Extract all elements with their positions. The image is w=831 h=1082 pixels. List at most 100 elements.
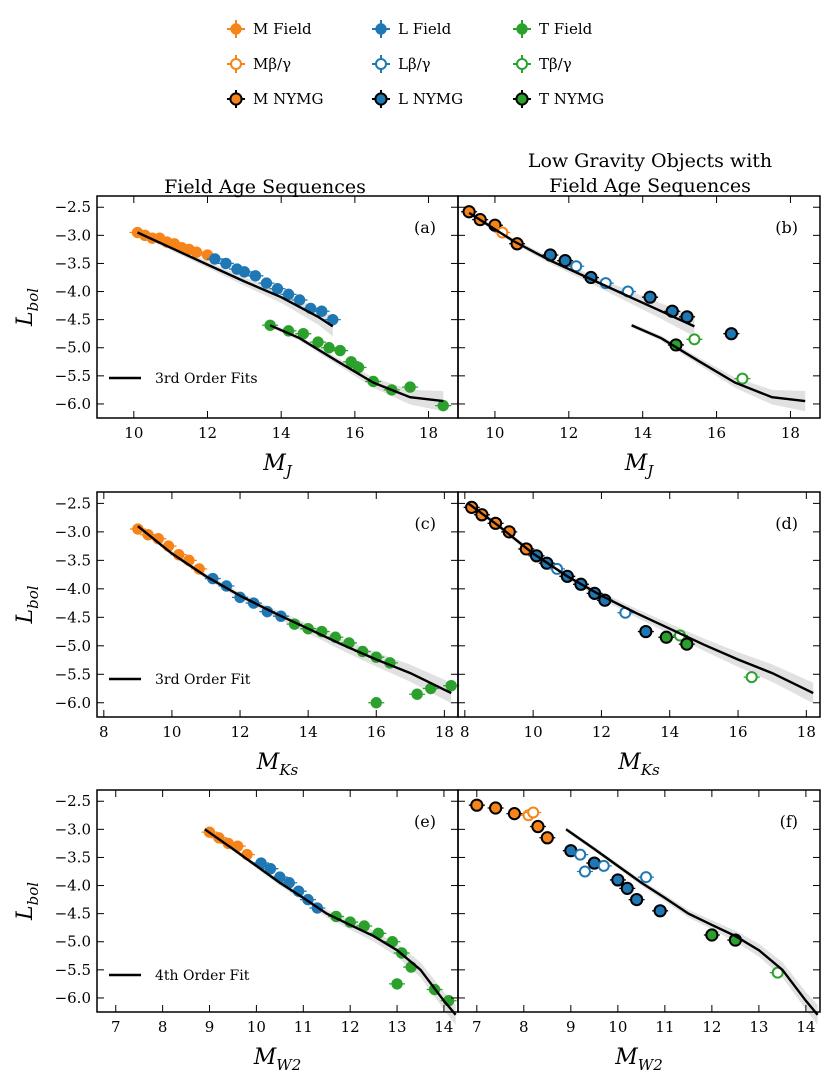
panel-f: 7 8 9 10 11 12 13 14 (f) MW2 [457,789,821,1074]
data-point [745,671,758,684]
y-tick-label: −4.5 [55,905,91,923]
legend-label: Tβ/γ [539,55,572,73]
plot-frame [457,195,821,419]
x-tick-label: 12 [341,1018,360,1036]
data-point [190,246,203,258]
x-tick-label: 16 [345,424,364,442]
legend-item: Lβ/γ [372,55,431,73]
data-point [771,966,784,979]
y-tick-label: −3.0 [55,820,91,838]
legend-marker [374,92,388,106]
data-point [391,978,403,990]
x-tick-label: 7 [472,1018,482,1036]
panel-label: (d) [775,514,798,533]
x-tick-label: 14 [633,424,652,442]
fit-band [468,501,814,704]
legend-marker [516,58,528,70]
data-point [312,336,324,348]
fit-legend-label: 4th Order Fit [155,968,250,984]
data-point [489,801,503,815]
x-tick-label: 11 [294,1018,313,1036]
fit-line [565,828,819,1016]
panel-label: (a) [414,218,436,237]
x-tick-label: 10 [485,424,504,442]
x-tick-label: 12 [559,424,578,442]
y-tick-label: −5.0 [55,637,91,655]
legend-marker [375,58,387,70]
data-point [271,283,284,295]
data-point [630,892,644,907]
data-point [404,381,416,393]
x-tick-label: 14 [434,1018,453,1036]
fit-band [469,210,695,337]
data-point [282,288,295,301]
fit-line [269,324,444,403]
x-tick-label: 18 [797,723,816,741]
x-tick-label: 16 [728,723,747,741]
y-tick-label: −4.0 [55,580,91,598]
x-tick-label: 16 [707,424,726,442]
panel-c: 8 10 12 14 16 18 −2.5 −3.0 −3.5 −4.0 −4.5 −5.0 −5.5 −… [13,491,460,779]
legend-label: T NYMG [539,90,604,108]
legend-marker [229,92,243,106]
data-point [639,624,653,639]
fit-line [467,502,814,695]
panel-d: 8 10 12 14 16 18 (d) MKs [457,491,821,779]
data-point [578,865,591,878]
data-point [297,327,309,340]
y-tick-label: −2.5 [55,494,91,512]
x-tick-label: 12 [592,723,611,741]
panel-label: (b) [775,218,798,237]
legend-marker [375,23,387,35]
data-point [323,342,335,354]
panel-e: 7 8 9 10 11 12 13 14 −2.5 −3.0 −3.5 −4.0 −4.5 −5.0 −5.… [13,789,459,1074]
x-axis-label: MKs [256,750,299,779]
panel-label: (c) [415,514,436,533]
y-tick-label: −3.5 [55,551,91,569]
data-point [220,257,232,270]
x-tick-label: 10 [162,723,181,741]
data-point [620,881,634,895]
y-tick-label: −5.5 [55,665,91,683]
data-point [470,798,484,812]
legend-label: L Field [398,20,452,38]
x-tick-label: 12 [230,723,249,741]
x-tick-label: 12 [702,1018,721,1036]
x-tick-label: 9 [205,1018,215,1036]
legend-label: M Field [253,20,312,38]
y-axis-label: Lbol [13,288,42,327]
fit-band [204,827,456,1025]
panel-label: (e) [414,812,436,831]
x-axis-label: MJ [624,451,655,480]
data-point [597,859,610,872]
x-tick-label: 10 [124,424,143,442]
panel-label: (f) [780,812,798,831]
x-tick-label: 18 [435,723,454,741]
data-point [209,253,221,265]
fit-line [137,231,334,328]
data-point [327,313,339,326]
x-tick-label: 11 [655,1018,674,1036]
y-tick-label: −5.5 [55,961,91,979]
x-tick-label: 16 [367,723,386,741]
data-point [411,688,423,700]
y-tick-label: −4.0 [55,283,91,301]
title-left: Field Age Sequences [164,176,366,198]
data-point [334,344,346,357]
plot-frame [96,195,459,419]
data-point [445,679,457,692]
data-point [437,399,449,412]
panels: 10 12 14 16 18 −2.5 −3.0 −3.5 −4.0 −4.5 −5.0 −5.5 −6… [13,195,821,1074]
y-tick-label: −6.0 [55,989,91,1007]
fit-line [137,525,452,695]
data-point [653,904,667,918]
legend-label: Mβ/γ [253,55,291,73]
fit-legend-label: 3rd Order Fit [155,672,251,688]
data-point [293,294,306,306]
y-tick-label: −4.0 [55,877,91,895]
x-tick-label: 10 [608,1018,627,1036]
data-point [705,928,719,942]
y-tick-label: −3.0 [55,523,91,541]
panel-b: 10 12 14 16 18 (b) MJ [457,195,821,480]
x-tick-label: 14 [272,424,291,442]
